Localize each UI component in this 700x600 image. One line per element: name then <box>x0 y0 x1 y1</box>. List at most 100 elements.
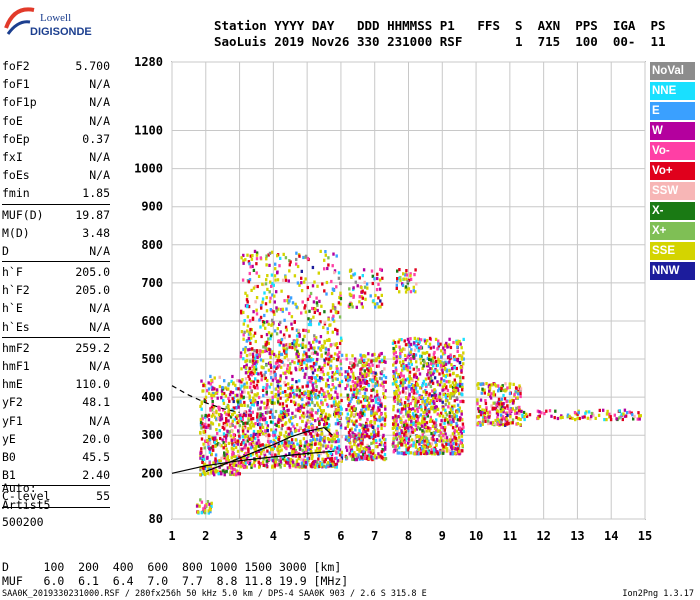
echo-point <box>281 413 284 417</box>
echo-point <box>432 438 435 442</box>
x-tick-label: 13 <box>570 529 584 543</box>
echo-point <box>442 407 445 411</box>
echo-point <box>428 401 432 405</box>
echo-point <box>349 385 353 389</box>
echo-point <box>326 444 330 449</box>
echo-point <box>276 278 280 282</box>
echo-point <box>438 434 441 438</box>
echo-point <box>253 442 257 447</box>
echo-point <box>340 398 343 403</box>
echo-point <box>355 383 359 387</box>
echo-point <box>427 396 430 401</box>
echo-point <box>367 362 371 366</box>
echo-point <box>329 462 332 466</box>
echo-point <box>346 417 349 421</box>
echo-point <box>261 425 265 429</box>
echo-point <box>249 254 252 258</box>
echo-point <box>419 357 422 361</box>
echo-point <box>260 303 263 308</box>
echo-point <box>237 387 240 391</box>
echo-point <box>300 311 303 315</box>
echo-point <box>358 429 361 433</box>
echo-point <box>283 318 286 322</box>
echo-point <box>358 389 361 393</box>
echo-point <box>339 302 342 306</box>
echo-point <box>276 400 280 404</box>
echo-point <box>398 432 401 436</box>
echo-point <box>229 470 232 474</box>
echo-point <box>200 379 203 383</box>
echo-point <box>269 296 272 300</box>
echo-point <box>214 437 217 441</box>
echo-point <box>410 389 414 393</box>
echo-point <box>352 286 355 290</box>
echo-point <box>393 399 396 403</box>
echo-point <box>373 412 377 416</box>
echo-point <box>416 422 419 426</box>
echo-point <box>375 432 378 436</box>
echo-point <box>335 254 338 258</box>
echo-point <box>277 307 280 311</box>
echo-point <box>271 378 275 382</box>
trace-line <box>171 385 240 413</box>
echo-point <box>419 361 423 365</box>
echo-point <box>430 367 433 371</box>
echo-point <box>504 422 507 426</box>
echo-point <box>323 358 326 362</box>
echo-point <box>304 463 308 467</box>
echo-point <box>440 349 443 353</box>
echo-point <box>414 401 417 405</box>
echo-point <box>452 340 455 345</box>
echo-point <box>398 338 401 342</box>
echo-point <box>476 421 480 425</box>
echo-point <box>455 396 458 400</box>
echo-point <box>340 412 344 416</box>
echo-point <box>311 306 314 311</box>
echo-point <box>506 404 509 408</box>
echo-point <box>296 281 300 285</box>
echo-point <box>495 411 499 415</box>
echo-point <box>433 388 436 392</box>
echo-point <box>477 414 480 419</box>
echo-point <box>409 451 413 455</box>
echo-point <box>252 429 256 434</box>
echo-point <box>513 392 516 396</box>
echo-point <box>297 354 300 359</box>
echo-point <box>217 405 220 409</box>
echo-point <box>423 435 426 439</box>
echo-point <box>415 368 419 372</box>
echo-point <box>264 406 268 410</box>
echo-point <box>315 360 318 364</box>
echo-point <box>402 374 405 378</box>
echo-point <box>370 399 373 403</box>
echo-point <box>296 349 299 353</box>
echo-point <box>269 372 272 376</box>
echo-point <box>248 359 252 363</box>
echo-point <box>225 419 228 423</box>
echo-point <box>221 469 225 473</box>
echo-point <box>284 393 288 397</box>
echo-point <box>353 443 356 447</box>
y-tick-label: 800 <box>141 238 163 252</box>
param-name: hmF1 <box>2 359 30 373</box>
echo-point <box>247 417 250 421</box>
echo-point <box>295 451 298 455</box>
echo-point <box>425 403 429 407</box>
echo-point <box>444 410 447 415</box>
echo-point <box>477 386 480 390</box>
echo-point <box>459 379 462 383</box>
echo-point <box>232 406 235 410</box>
echo-point <box>273 401 276 405</box>
echo-point <box>355 434 358 438</box>
echo-point <box>269 439 272 444</box>
echo-point <box>365 448 368 452</box>
echo-point <box>496 416 499 420</box>
echo-point <box>219 458 222 463</box>
echo-point <box>448 414 451 418</box>
echo-point <box>490 404 493 408</box>
echo-point <box>255 441 259 445</box>
echo-point <box>431 419 434 423</box>
echo-point <box>325 426 328 431</box>
echo-point <box>431 434 435 438</box>
echo-point <box>290 315 294 319</box>
